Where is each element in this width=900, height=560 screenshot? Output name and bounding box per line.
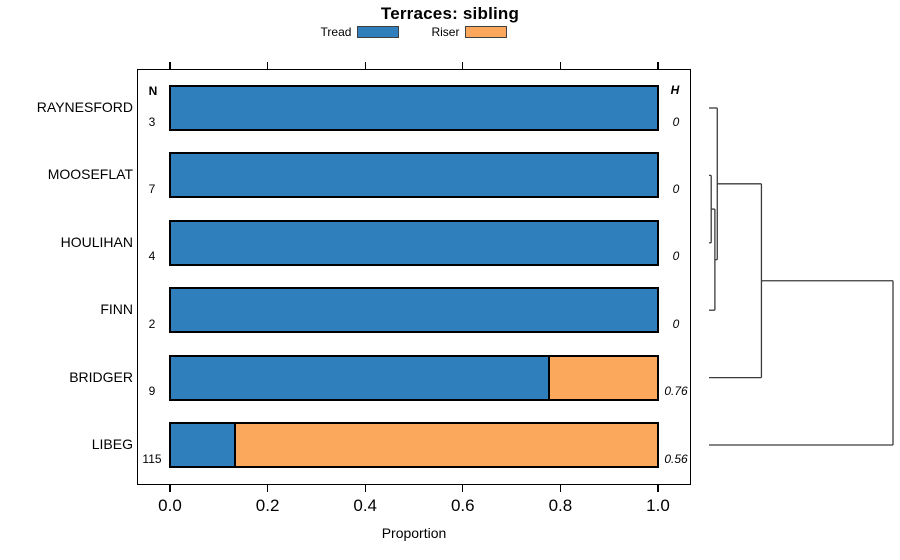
- n-value: 2: [148, 316, 156, 331]
- n-value: 7: [148, 181, 156, 196]
- h-value: 0: [672, 114, 680, 129]
- x-tick-label: 1.0: [646, 496, 670, 515]
- n-value: 3: [148, 114, 156, 129]
- x-tick-bottom: [266, 485, 269, 492]
- stacked-bar: [169, 85, 659, 131]
- category-label: HOULIHAN: [60, 233, 133, 250]
- tread-segment: [171, 289, 657, 332]
- category-label: FINN: [100, 301, 133, 318]
- x-tick-label: 0.8: [548, 496, 573, 515]
- h-value: 0: [672, 316, 680, 331]
- n-value: 4: [148, 249, 156, 264]
- x-tick-label: 0.4: [353, 496, 378, 515]
- stacked-bar: [169, 354, 659, 401]
- x-tick-label: 0.6: [450, 496, 475, 515]
- h-value: 0: [672, 249, 680, 264]
- category-label: MOOSEFLAT: [47, 166, 133, 183]
- x-tick-bottom: [169, 485, 171, 492]
- category-label: BRIDGER: [69, 368, 133, 385]
- tread-segment: [171, 154, 657, 197]
- category-label: LIBEG: [91, 436, 133, 452]
- x-tick-bottom: [364, 485, 366, 492]
- n-column-header: N: [148, 84, 158, 98]
- x-axis-label: Proportion: [381, 525, 447, 541]
- legend-label-riser: Riser: [431, 25, 460, 39]
- tread-segment: [171, 221, 657, 264]
- stacked-bar: [169, 287, 659, 334]
- tread-segment: [171, 87, 657, 129]
- x-tick-top: [462, 62, 464, 69]
- x-tick-bottom: [559, 485, 562, 492]
- n-value: 9: [148, 384, 156, 399]
- x-tick-label: 0.0: [158, 496, 182, 515]
- plot-area: [137, 69, 691, 485]
- tread-segment: [171, 356, 548, 399]
- x-tick-top: [364, 62, 366, 69]
- category-label: RAYNESFORD: [36, 99, 133, 115]
- x-tick-top: [266, 62, 269, 69]
- x-tick-top: [559, 62, 562, 69]
- x-tick-top: [169, 62, 171, 69]
- h-value: 0: [672, 181, 680, 196]
- x-tick-label: 0.2: [255, 496, 280, 515]
- h-value: 0.76: [664, 384, 688, 399]
- stacked-bar: [169, 152, 659, 199]
- stacked-bar: [169, 422, 659, 468]
- h-value: 0.56: [664, 451, 688, 466]
- x-tick-bottom: [462, 485, 464, 492]
- legend: Tread Riser: [0, 25, 828, 39]
- legend-label-tread: Tread: [320, 25, 352, 39]
- riser-segment: [547, 356, 657, 399]
- legend-swatch-riser: [465, 26, 508, 38]
- chart-title: Terraces: sibling: [380, 4, 520, 23]
- stacked-bar: [169, 219, 659, 266]
- riser-segment: [234, 424, 657, 466]
- n-value: 115: [142, 451, 162, 466]
- tread-segment: [171, 424, 235, 466]
- x-tick-top: [657, 62, 659, 69]
- legend-swatch-tread: [357, 26, 400, 38]
- x-tick-bottom: [657, 485, 659, 492]
- h-column-header: H: [670, 83, 680, 97]
